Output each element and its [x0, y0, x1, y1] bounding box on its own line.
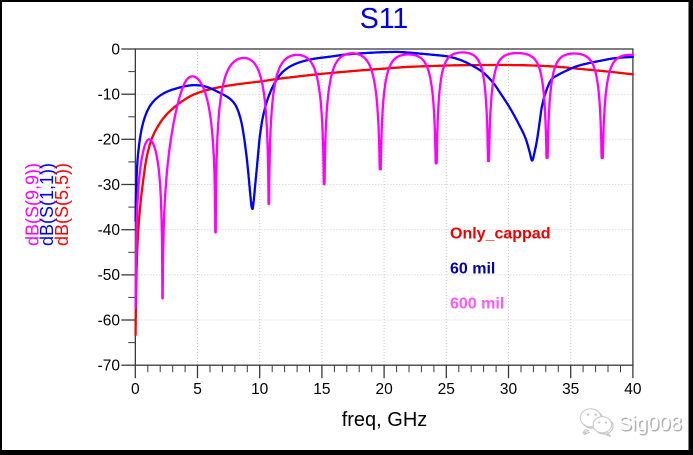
- svg-text:30: 30: [500, 381, 518, 398]
- svg-text:freq, GHz: freq, GHz: [342, 409, 428, 431]
- svg-text:600 mil: 600 mil: [450, 296, 504, 313]
- svg-text:-60: -60: [98, 312, 121, 329]
- svg-text:-30: -30: [98, 177, 121, 194]
- svg-text:25: 25: [438, 381, 455, 398]
- svg-text:0: 0: [111, 41, 120, 58]
- svg-text:35: 35: [562, 381, 579, 398]
- svg-text:20: 20: [375, 381, 393, 398]
- svg-text:Sig008: Sig008: [618, 412, 682, 435]
- svg-text:15: 15: [313, 381, 330, 398]
- svg-text:-50: -50: [98, 267, 121, 284]
- svg-text:dB(S(5,5)): dB(S(5,5)): [52, 163, 72, 246]
- svg-text:-20: -20: [98, 132, 121, 149]
- svg-text:0: 0: [131, 381, 140, 398]
- svg-text:-10: -10: [98, 87, 121, 104]
- svg-text:S11: S11: [360, 3, 409, 35]
- svg-text:-40: -40: [98, 222, 121, 239]
- svg-text:-70: -70: [98, 358, 121, 375]
- svg-text:dB(S(9,9)): dB(S(9,9)): [23, 163, 43, 246]
- svg-text:Only_cappad: Only_cappad: [450, 225, 550, 242]
- svg-text:5: 5: [193, 381, 202, 398]
- svg-text:10: 10: [251, 381, 269, 398]
- svg-text:60 mil: 60 mil: [450, 261, 495, 278]
- svg-text:Sig008: Sig008: [620, 413, 684, 436]
- svg-text:dB(S(1,1)): dB(S(1,1)): [37, 163, 57, 246]
- svg-text:40: 40: [624, 381, 642, 398]
